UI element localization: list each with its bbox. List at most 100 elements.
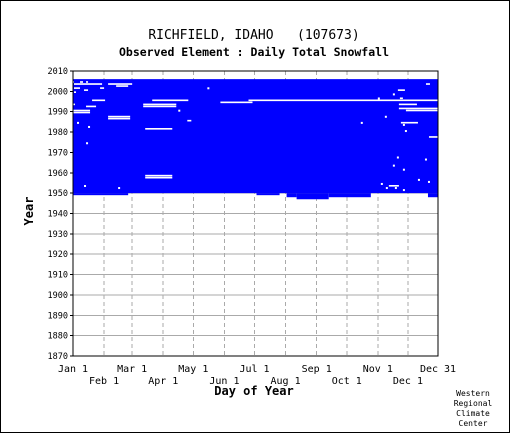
x-tick-label: Aug 1 <box>271 376 301 387</box>
missing-data-segment <box>425 83 430 85</box>
y-tick-label: 1870 <box>48 352 68 362</box>
missing-data-speckle <box>88 125 91 128</box>
credit-line: Western <box>456 389 490 398</box>
missing-data-speckle <box>396 156 399 159</box>
x-tick-label: Sep 1 <box>302 364 332 375</box>
y-tick-label: 1880 <box>48 332 68 342</box>
y-tick-label: 1980 <box>48 128 68 138</box>
missing-data-segment <box>143 103 177 106</box>
missing-data-segment <box>86 81 89 83</box>
missing-data-segment <box>388 185 399 187</box>
missing-data-segment <box>84 89 89 91</box>
missing-data-segment <box>398 103 417 106</box>
y-tick-label: 1900 <box>48 291 68 301</box>
missing-data-speckle <box>86 142 89 145</box>
observed-edge-segment <box>328 193 371 198</box>
missing-data-segment <box>74 83 103 85</box>
x-tick-label: Feb 1 <box>89 376 119 387</box>
missing-data-segment <box>86 105 97 108</box>
missing-data-speckle <box>394 187 397 190</box>
credit-line: Regional <box>453 399 493 408</box>
observed-edge-segment <box>73 193 129 196</box>
missing-data-speckle <box>377 97 380 100</box>
observed-edge-segment <box>286 193 297 198</box>
observed-data-block <box>73 79 438 194</box>
missing-data-speckle <box>417 178 420 181</box>
missing-data-segment <box>73 109 91 112</box>
credit-block: Western Regional Climate Center <box>443 389 503 429</box>
observed-edge-segment <box>296 193 329 200</box>
missing-data-speckle <box>402 168 405 171</box>
x-tick-label: Dec 1 <box>393 376 423 387</box>
y-tick-label: 1890 <box>48 311 68 321</box>
missing-data-speckle <box>424 158 427 161</box>
y-tick-label: 1950 <box>48 189 68 199</box>
y-tick-label: 1970 <box>48 148 68 158</box>
observed-edge-segment <box>256 193 280 196</box>
missing-data-speckle <box>380 182 383 185</box>
chart-title: RICHFIELD, IDAHO (107673) <box>148 28 359 43</box>
x-tick-label: Jan 1 <box>58 364 88 375</box>
missing-data-segment <box>220 101 253 104</box>
missing-data-segment <box>108 117 131 120</box>
plot-area: 1870 1880 1890 1900 1910 1920 1930 1940 1950 1960… <box>48 67 457 387</box>
missing-data-segment <box>73 111 91 114</box>
missing-data-segment <box>145 176 173 179</box>
missing-data-segment <box>145 128 173 130</box>
credit-line: Center <box>458 419 488 428</box>
y-tick-label: 1920 <box>48 250 68 260</box>
x-tick-label: Oct 1 <box>332 376 362 387</box>
credit-line: Climate <box>456 409 490 418</box>
missing-data-segment <box>397 89 405 91</box>
missing-data-segment <box>100 87 105 89</box>
missing-data-speckle <box>427 180 430 183</box>
missing-data-segment <box>187 119 192 122</box>
missing-data-speckle <box>84 185 87 187</box>
missing-data-segment <box>73 81 75 83</box>
x-axis-label: Day of Year <box>214 384 293 398</box>
missing-data-segment <box>399 97 403 100</box>
y-axis-label: Year <box>22 197 36 226</box>
missing-data-speckle <box>392 93 395 96</box>
missing-data-speckle <box>392 164 395 167</box>
missing-data-segment <box>143 105 177 108</box>
missing-data-segment <box>80 81 84 83</box>
observed-edge-segment <box>427 193 438 198</box>
missing-data-speckle <box>385 187 388 190</box>
missing-data-segment <box>73 103 76 106</box>
x-tick-label: May 1 <box>178 364 208 375</box>
missing-data-segment <box>145 174 173 177</box>
missing-data-speckle <box>178 109 181 112</box>
missing-data-speckle <box>360 121 363 124</box>
missing-data-segment <box>74 91 77 93</box>
y-tick-label: 1940 <box>48 210 68 220</box>
missing-data-segment <box>405 109 438 112</box>
missing-data-segment <box>108 83 133 85</box>
missing-data-segment <box>152 99 189 102</box>
x-tick-label: Mar 1 <box>117 364 147 375</box>
missing-data-speckle <box>402 189 405 192</box>
x-tick-label: Jun 1 <box>209 376 239 387</box>
y-tick-label: 1910 <box>48 271 68 281</box>
y-tick-label: 2000 <box>48 87 68 97</box>
missing-data-speckle <box>384 115 387 118</box>
missing-data-segment <box>92 99 106 102</box>
missing-data-speckle <box>404 130 407 133</box>
missing-data-speckle <box>77 121 80 124</box>
x-tick-label: Nov 1 <box>363 364 393 375</box>
missing-data-segment <box>398 107 438 110</box>
x-tick-label: Dec 31 <box>420 364 456 375</box>
missing-data-segment <box>108 115 131 118</box>
missing-data-segment <box>116 85 129 87</box>
x-tick-label: Apr 1 <box>148 376 178 387</box>
y-tick-label: 2010 <box>48 67 68 77</box>
x-tick-label: Jul 1 <box>239 364 269 375</box>
missing-data-segment <box>74 87 81 89</box>
missing-data-segment <box>400 121 418 124</box>
missing-data-speckle <box>207 87 210 90</box>
chart-subtitle: Observed Element : Daily Total Snowfall <box>119 45 389 59</box>
missing-data-speckle <box>402 123 405 126</box>
y-tick-label: 1990 <box>48 108 68 118</box>
